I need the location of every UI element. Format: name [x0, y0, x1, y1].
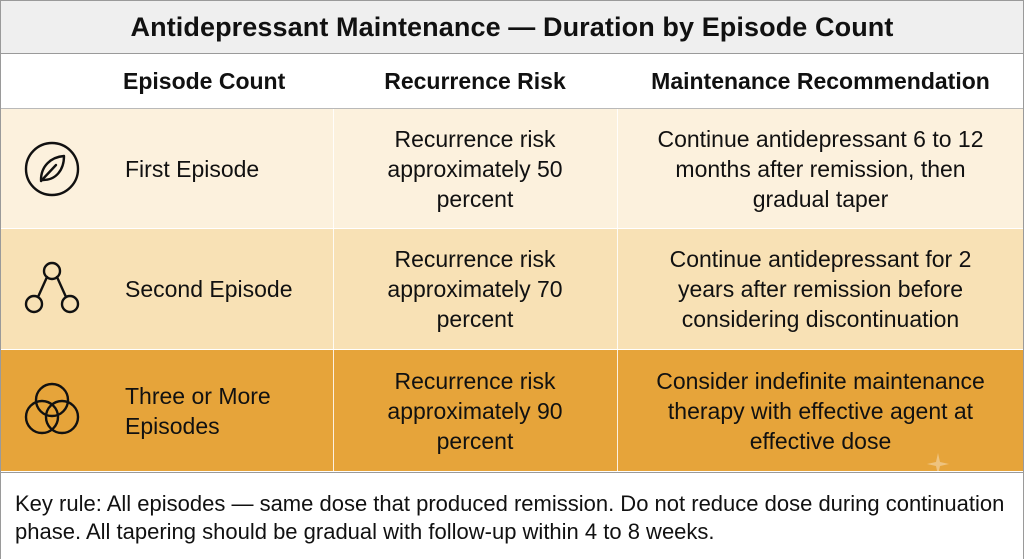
- episode-label: Three or More Episodes: [125, 382, 271, 439]
- table-row-second-episode: Second Episode Recurrence risk approxima…: [1, 229, 1023, 349]
- overlapping-circles-icon: [23, 380, 81, 438]
- table-header-row: Episode Count Recurrence Risk Maintenanc…: [1, 54, 1023, 109]
- recurrence-risk-text: Recurrence risk approximately 70 percent: [387, 246, 563, 332]
- row-divider: [1, 228, 1023, 229]
- table-row-first-episode: First Episode Recurrence risk approximat…: [1, 109, 1023, 228]
- recurrence-risk-text: Recurrence risk approximately 50 percent: [387, 125, 563, 212]
- header-recurrence-risk: Recurrence Risk: [384, 67, 566, 94]
- three-nodes-icon: [23, 259, 81, 317]
- header-maintenance-recommendation: Maintenance Recommendation: [651, 67, 990, 94]
- recurrence-risk-cell: Recurrence risk approximately 70 percent: [333, 229, 617, 349]
- leaf-icon: [23, 140, 81, 198]
- recommendation-text: Consider indefinite maintenance therapy …: [656, 367, 985, 454]
- episode-label: First Episode: [125, 155, 260, 182]
- table-row-three-or-more-episodes: Three or More Episodes Recurrence risk a…: [1, 350, 1023, 471]
- sparkle-icon: [927, 453, 949, 475]
- recurrence-risk-cell: Recurrence risk approximately 90 percent: [333, 350, 617, 471]
- recommendation-cell: Continue antidepressant 6 to 12 months a…: [618, 109, 1023, 228]
- recommendation-cell: Consider indefinite maintenance therapy …: [618, 350, 1023, 471]
- key-rule-footer: Key rule: All episodes — same dose that …: [1, 472, 1023, 559]
- page-title: Antidepressant Maintenance — Duration by…: [1, 1, 1023, 54]
- episode-label: Second Episode: [125, 276, 293, 302]
- recurrence-risk-cell: Recurrence risk approximately 50 percent: [333, 109, 617, 228]
- header-episode-count: Episode Count: [123, 67, 286, 94]
- recommendation-text: Continue antidepressant for 2 years afte…: [669, 246, 972, 332]
- recommendation-text: Continue antidepressant 6 to 12 months a…: [657, 125, 984, 212]
- column-divider: [333, 109, 334, 471]
- column-divider: [617, 109, 618, 471]
- key-rule-text: Key rule: All episodes — same dose that …: [15, 491, 1005, 544]
- row-divider: [1, 349, 1023, 350]
- recurrence-risk-text: Recurrence risk approximately 90 percent: [387, 367, 563, 454]
- recommendation-cell: Continue antidepressant for 2 years afte…: [618, 229, 1023, 349]
